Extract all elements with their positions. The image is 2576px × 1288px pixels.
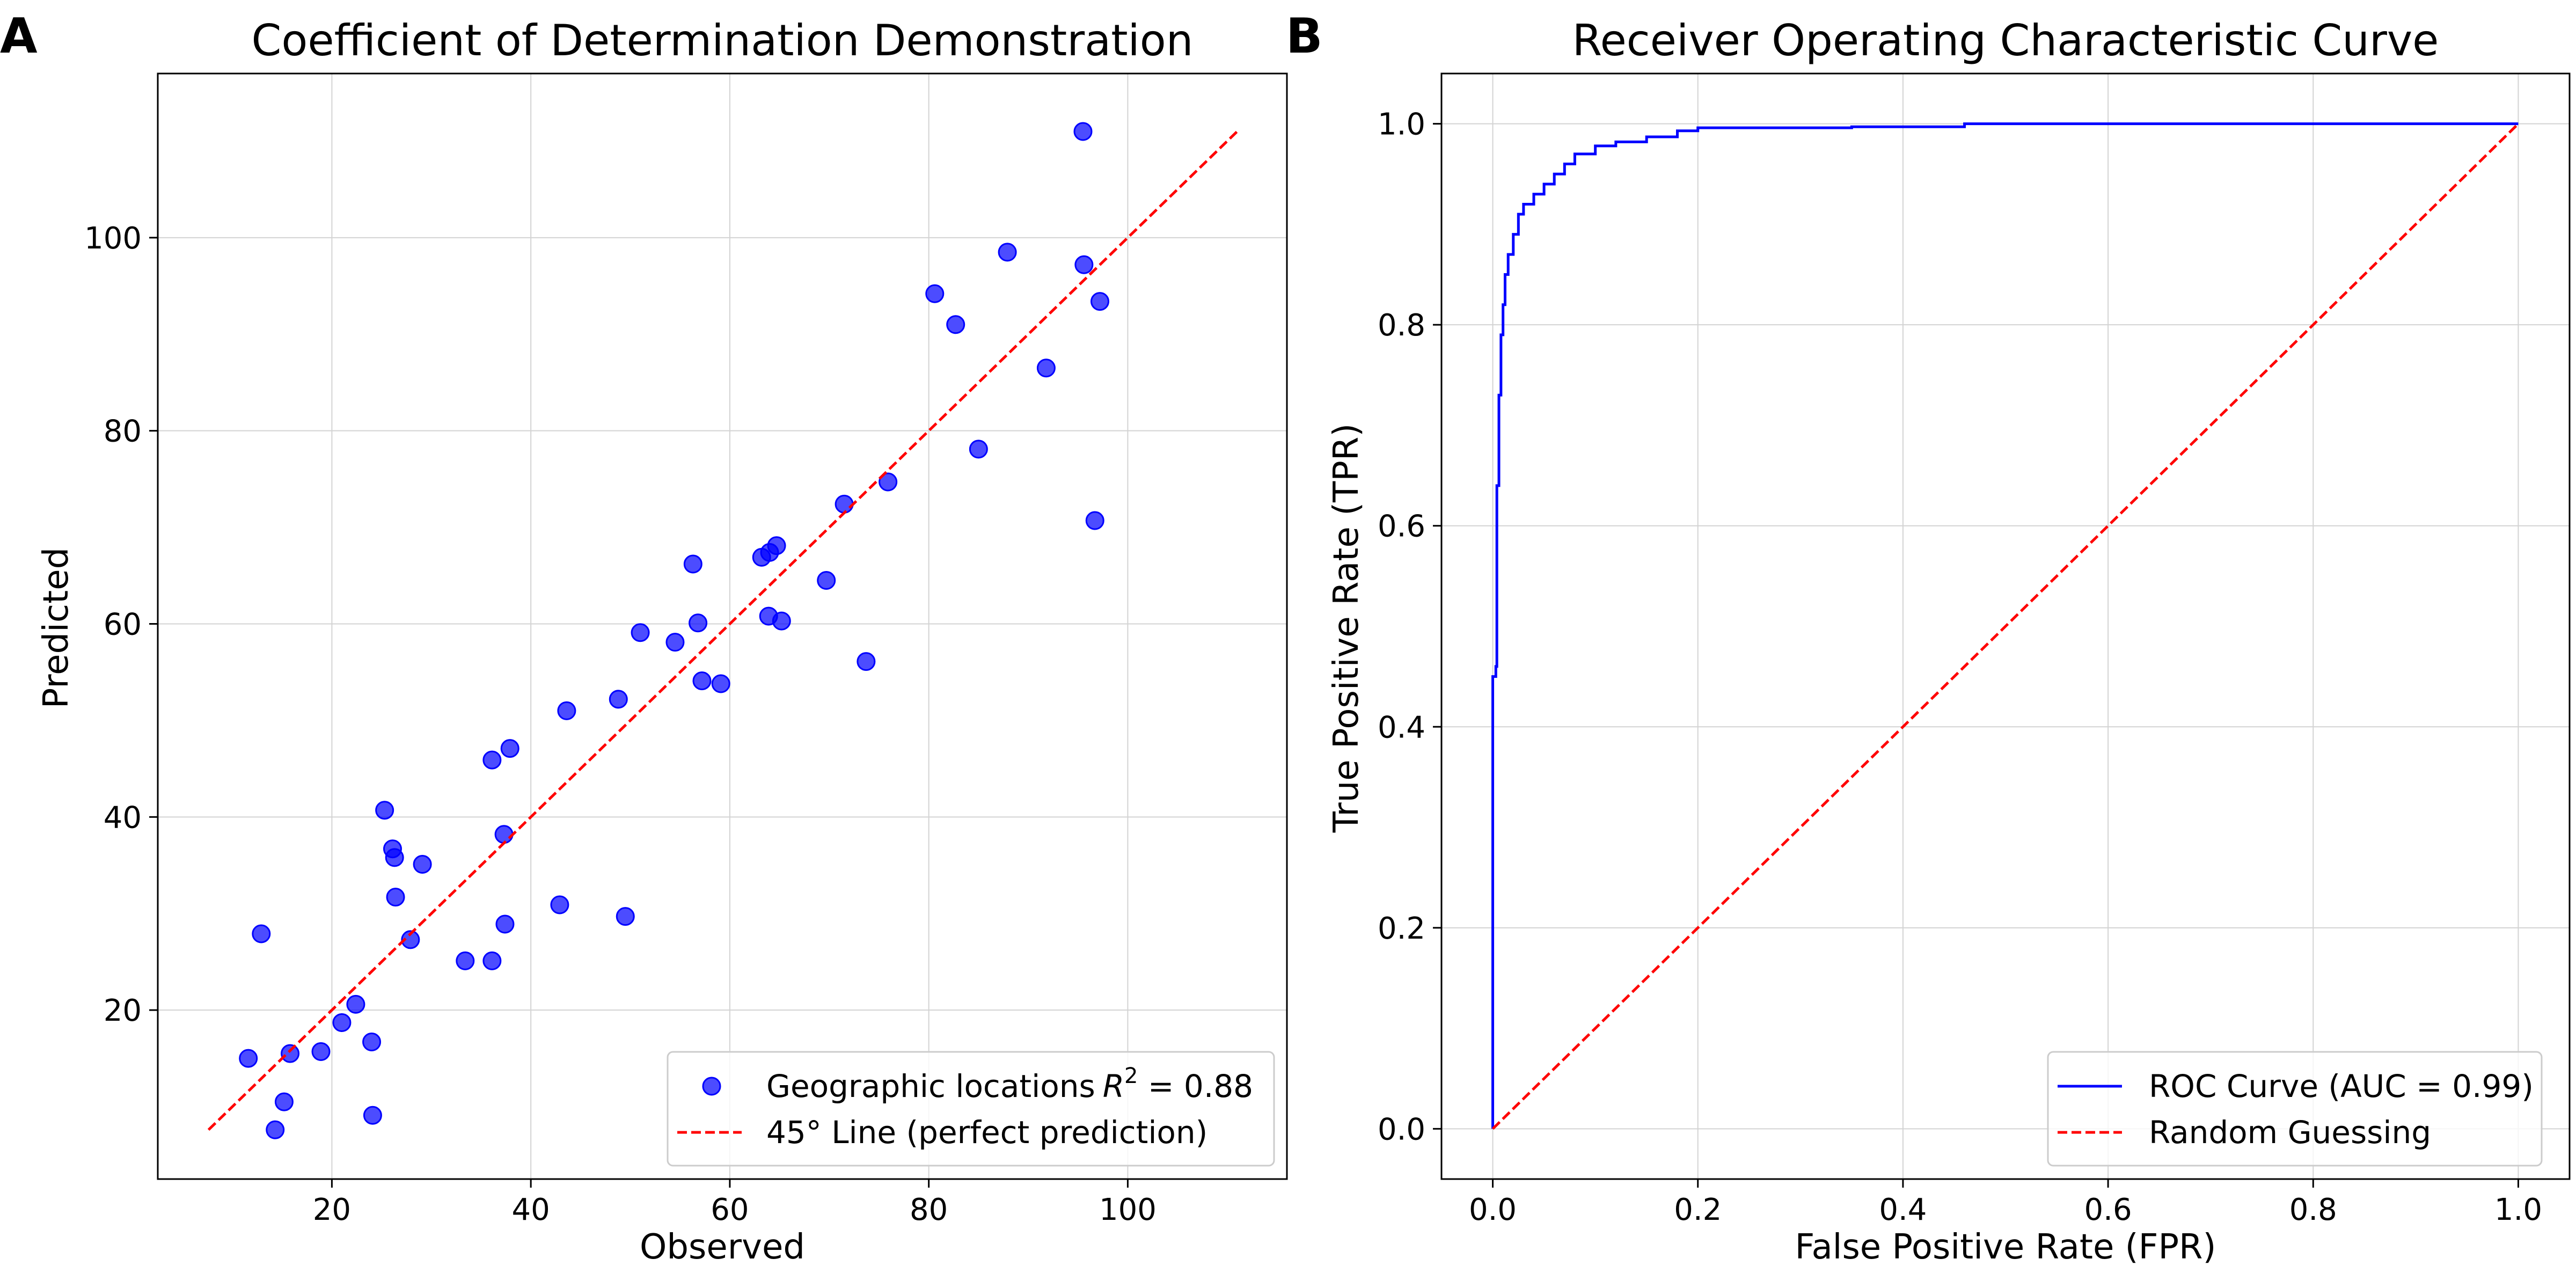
panel-b: B Receiver Operating Characteristic Curv…	[1286, 8, 2571, 1267]
panel-a-data-point	[1090, 292, 1109, 311]
panel-a-data-point	[998, 243, 1017, 262]
panel-a-data-point	[239, 1049, 258, 1068]
panel-a-grid	[158, 74, 1287, 1179]
panel-b-label: B	[1286, 8, 1323, 64]
panel-a-data-point	[925, 284, 945, 303]
panel-a-x-tick-label: 100	[1099, 1192, 1157, 1227]
panel-a-axes-frame	[157, 72, 1288, 1180]
panel-a-x-tick-label: 60	[711, 1192, 749, 1227]
panel-a-data-point	[266, 1120, 285, 1139]
panel-a-data-point	[946, 315, 965, 334]
panel-a-data-point	[375, 801, 394, 820]
panel-a-data-point	[332, 1013, 352, 1033]
panel-a-data-point	[456, 951, 475, 970]
legend-roc-label: ROC Curve (AUC = 0.99)	[2149, 1068, 2534, 1104]
panel-a-data-point	[969, 440, 988, 459]
panel-a-data-point	[363, 1106, 382, 1125]
panel-a-data-point	[1074, 255, 1094, 274]
panel-b-x-tick-label: 0.6	[2084, 1192, 2132, 1227]
panel-a-data-point	[482, 750, 502, 770]
panel-a-marks	[207, 122, 1239, 1139]
panel-a-data-point	[413, 854, 432, 874]
panel-a-data-point	[711, 674, 730, 693]
panel-a-x-tick-label: 80	[910, 1192, 948, 1227]
panel-a-data-point	[281, 1044, 300, 1063]
panel-a-data-point	[401, 930, 420, 949]
panel-a-data-point	[1036, 358, 1056, 378]
panel-a-data-point	[362, 1033, 382, 1052]
panel-a-y-tick-label: 100	[84, 221, 142, 256]
panel-b-marks	[1491, 122, 2520, 1130]
panel-a-data-point	[683, 554, 702, 574]
panel-b-y-tick-label: 0.4	[1378, 710, 1425, 745]
panel-b-axes-frame	[1440, 72, 2571, 1180]
panel-a-label: A	[0, 8, 38, 64]
panel-b-x-tick-label: 1.0	[2494, 1192, 2542, 1227]
panel-a-reference-line	[207, 130, 1239, 1131]
legend-points-label: Geographic locations R2 = 0.88	[766, 1064, 1253, 1104]
panel-a-legend: Geographic locations R2 = 0.88 45° Line (…	[667, 1051, 1275, 1167]
panel-a-data-point	[1085, 511, 1104, 530]
panel-a-data-point	[767, 536, 786, 555]
panel-a-y-tick-label: 60	[104, 608, 142, 642]
panel-b-y-tick-label: 0.0	[1378, 1112, 1425, 1147]
panel-a-data-point	[252, 924, 271, 943]
panel-a-y-axis-label: Predicted	[36, 547, 76, 708]
panel-a-data-point	[1073, 122, 1093, 141]
panel-a-y-tick-label: 80	[104, 414, 142, 449]
panel-a-data-point	[665, 633, 685, 652]
panel-b-title: Receiver Operating Characteristic Curve	[1572, 16, 2439, 65]
panel-a-data-point	[311, 1042, 331, 1062]
panel-b-y-tick-label: 0.2	[1378, 911, 1425, 946]
panel-a-x-axis-label: Observed	[640, 1227, 805, 1267]
panel-a-data-point	[385, 848, 404, 867]
panel-a-title: Coefficient of Determination Demonstrati…	[252, 16, 1194, 65]
panel-a-data-point	[500, 739, 519, 758]
panel-b-reference-line	[1491, 122, 2520, 1130]
panel-a-data-point	[557, 701, 576, 720]
panel-b-x-axis-label: False Positive Rate (FPR)	[1795, 1227, 2216, 1267]
panel-a-data-point	[386, 888, 405, 907]
panel-b-legend: ROC Curve (AUC = 0.99) Random Guessing	[2047, 1051, 2543, 1167]
panel-a-data-point	[616, 907, 635, 926]
panel-a-data-point	[550, 895, 569, 914]
panel-a-data-point	[835, 494, 854, 514]
panel-b-y-tick-label: 1.0	[1378, 107, 1425, 142]
panel-a-x-tick-label: 20	[313, 1192, 351, 1227]
panel-a-x-tick-label: 40	[512, 1192, 550, 1227]
panel-a: A Coefficient of Determination Demonstra…	[0, 8, 1288, 1267]
panel-a-data-point	[817, 571, 836, 590]
panel-a-y-tick-label: 40	[104, 800, 142, 835]
panel-a-data-point	[689, 613, 708, 633]
panel-b-x-tick-label: 0.2	[1674, 1192, 1722, 1227]
panel-b-x-tick-label: 0.0	[1469, 1192, 1517, 1227]
panel-b-ticks: 0.0 0.2 0.4 0.6 0.8 1.0 0.0 0.2 0.4 0.6 0.8 1.0	[1378, 107, 2542, 1227]
legend-random-label: Random Guessing	[2149, 1114, 2431, 1151]
panel-b-x-tick-label: 0.4	[1879, 1192, 1927, 1227]
legend-45-line-label: 45° Line (perfect prediction)	[766, 1114, 1208, 1151]
panel-b-y-tick-label: 0.6	[1378, 509, 1425, 544]
panel-a-data-point	[609, 690, 628, 709]
panel-a-data-point	[495, 914, 515, 934]
panel-a-data-point	[346, 994, 365, 1014]
panel-a-data-point	[879, 472, 898, 492]
panel-a-data-point	[274, 1092, 294, 1111]
panel-b-x-tick-label: 0.8	[2289, 1192, 2337, 1227]
panel-a-data-point	[482, 951, 502, 970]
panel-a-ticks: 20 40 60 80 100 20 40 60 80 100	[84, 221, 1157, 1227]
panel-a-y-tick-label: 20	[104, 993, 142, 1028]
panel-b-y-axis-label: True Positive Rate (TPR)	[1327, 423, 1366, 833]
panel-a-data-point	[772, 611, 791, 631]
legend-points-marker	[702, 1077, 721, 1096]
panel-b-roc-curve	[1491, 122, 2519, 1129]
panel-a-legend-box	[667, 1051, 1275, 1167]
panel-a-data-point	[692, 671, 712, 691]
panel-b-y-tick-label: 0.8	[1378, 308, 1425, 343]
panel-a-data-point	[857, 652, 876, 671]
panel-b-legend-box	[2047, 1051, 2543, 1167]
panel-a-data-point	[494, 825, 514, 844]
panel-a-data-point	[631, 623, 650, 642]
